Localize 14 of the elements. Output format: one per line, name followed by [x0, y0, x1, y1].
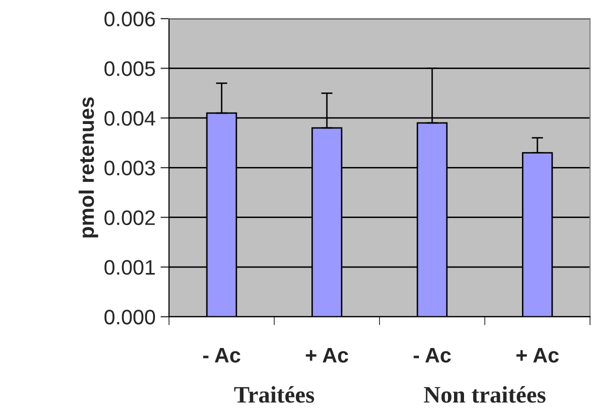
y-tick-label: 0.003 — [104, 160, 155, 176]
text: Non traitées — [424, 386, 546, 403]
y-tick-label: 0.005 — [104, 61, 155, 76]
text: Traitées — [234, 386, 314, 403]
x-tick-label: + Ac — [306, 348, 348, 363]
x-tick-label: - Ac — [414, 348, 451, 363]
y-tick-label: 0.001 — [104, 260, 155, 275]
x-tick-label: + Ac — [516, 348, 559, 363]
y-tick-label: 0.000 — [104, 310, 155, 324]
x-tick-label: - Ac — [203, 348, 240, 363]
y-tick-label: 0.002 — [104, 210, 155, 226]
y-tick-label: 0.006 — [104, 12, 155, 26]
y-axis-title: pmol retenues — [78, 97, 98, 238]
y-tick-label: 0.004 — [104, 110, 156, 126]
